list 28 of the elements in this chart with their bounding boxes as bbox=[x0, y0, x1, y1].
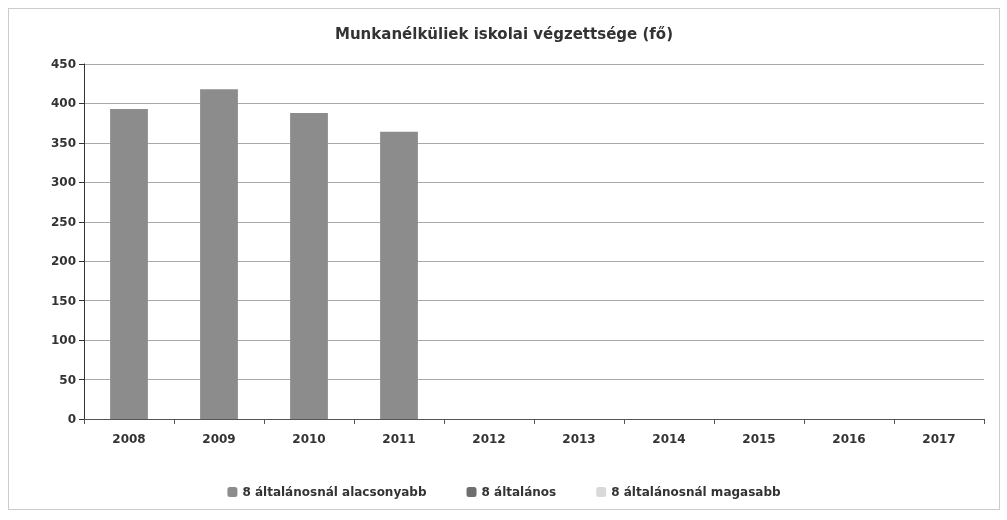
x-tick-label: 2013 bbox=[562, 432, 596, 446]
y-tick-label: 400 bbox=[50, 96, 76, 111]
x-tick-label: 2008 bbox=[112, 432, 146, 446]
y-tick-label: 150 bbox=[50, 293, 76, 308]
bar bbox=[380, 131, 418, 419]
x-tick-label: 2011 bbox=[382, 432, 416, 446]
x-tick-label: 2012 bbox=[472, 432, 506, 446]
legend-label: 8 általánosnál magasabb bbox=[611, 485, 781, 499]
x-tick-label: 2010 bbox=[292, 432, 326, 446]
x-tick-label: 2016 bbox=[832, 432, 866, 446]
bar bbox=[200, 89, 238, 419]
legend-label: 8 általános bbox=[481, 485, 557, 499]
y-tick-label: 300 bbox=[50, 175, 76, 190]
bar bbox=[110, 108, 148, 419]
y-tick-label: 0 bbox=[67, 412, 76, 426]
x-tick-label: 2009 bbox=[202, 432, 236, 446]
y-tick-label: 450 bbox=[50, 57, 76, 71]
x-tick-label: 2014 bbox=[652, 432, 686, 446]
chart-title: Munkanélküliek iskolai végzettsége (fő) bbox=[335, 24, 673, 43]
y-tick-label: 350 bbox=[50, 135, 76, 150]
y-tick-label: 250 bbox=[50, 214, 76, 229]
bar bbox=[290, 112, 328, 419]
x-tick-label: 2017 bbox=[922, 432, 956, 446]
y-tick-label: 200 bbox=[50, 254, 76, 269]
legend-label: 8 általánosnál alacsonyabb bbox=[242, 485, 427, 499]
y-tick-label: 100 bbox=[50, 333, 76, 348]
y-tick-label: 50 bbox=[59, 372, 76, 387]
x-tick-label: 2015 bbox=[742, 432, 776, 446]
